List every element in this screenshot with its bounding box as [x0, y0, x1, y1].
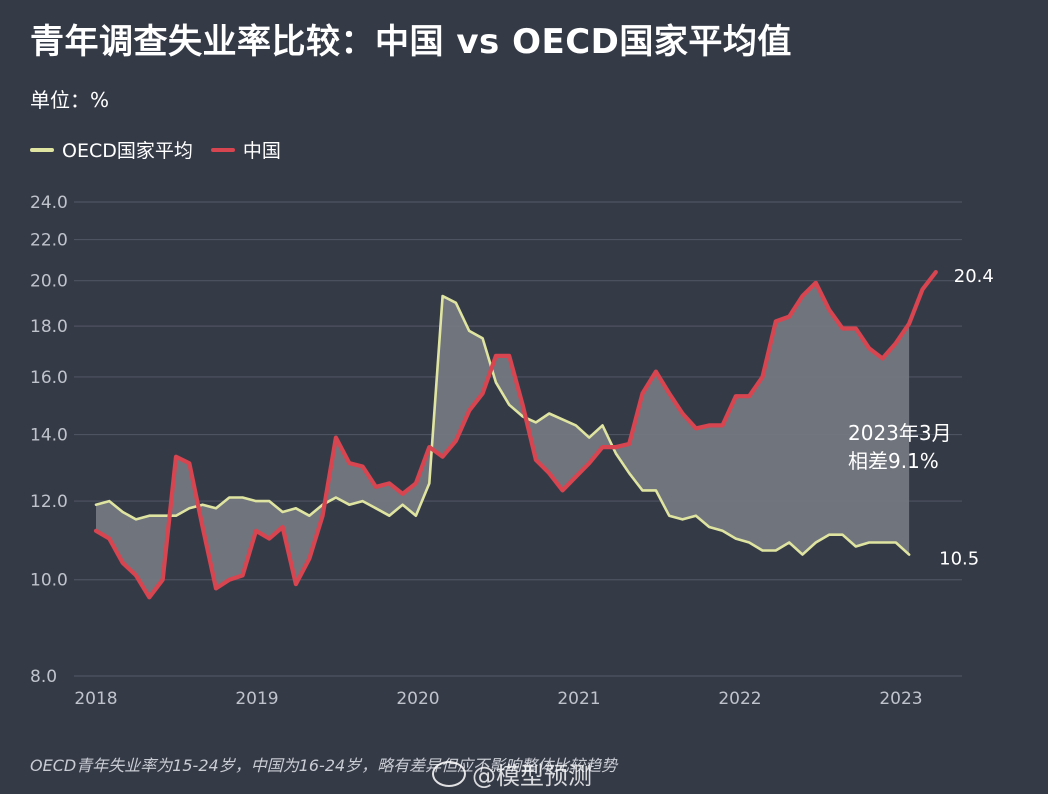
x-tick-label-0: 2018: [74, 689, 117, 709]
legend-item-china: 中国: [210, 136, 281, 163]
legend-label-oecd: OECD国家平均: [62, 140, 193, 162]
weibo-logo-icon: [432, 760, 466, 787]
legend-swatch-oecd: [30, 147, 54, 152]
series-line-china: [93, 270, 938, 600]
chart-title: 青年调查失业率比较：中国 vs OECD国家平均值: [30, 22, 792, 62]
x-tick-label-4: 2022: [718, 689, 761, 709]
y-tick-label-1: 22.0: [30, 231, 68, 251]
annotation-date: 2023年3月: [848, 421, 952, 445]
legend-swatch-china: [210, 147, 235, 152]
x-tick-label-1: 2019: [235, 689, 278, 709]
watermark: @模型预测: [432, 756, 592, 791]
end-label-oecd: 10.5: [939, 549, 979, 570]
watermark-text: @模型预测: [472, 762, 592, 790]
y-tick-label-8: 8.0: [30, 667, 57, 687]
x-tick-label-3: 2021: [557, 689, 600, 709]
gap-area: [96, 282, 910, 598]
series-line-oecd: [94, 294, 911, 556]
legend-label-china: 中国: [242, 140, 281, 162]
end-label-china: 20.4: [954, 266, 994, 287]
legend: OECD国家平均 中国: [30, 136, 281, 163]
x-tick-label-2: 2020: [396, 689, 439, 709]
y-tick-label-4: 16.0: [30, 368, 68, 388]
y-tick-label-2: 20.0: [30, 272, 68, 292]
y-tick-label-7: 10.0: [30, 571, 68, 591]
annotation-gap: 相差9.1%: [848, 449, 939, 473]
footnote: OECD青年失业率为15-24岁，中国为16-24岁，略有差异但应不影响整体比较…: [30, 756, 618, 775]
unit-label: 单位：%: [30, 88, 110, 112]
x-tick-label-5: 2023: [879, 689, 922, 709]
y-tick-label-0: 24.0: [30, 193, 68, 213]
y-tick-label-3: 18.0: [30, 317, 68, 337]
y-tick-label-6: 12.0: [30, 492, 68, 512]
y-tick-label-5: 14.0: [30, 426, 68, 446]
legend-item-oecd: OECD国家平均: [30, 136, 193, 163]
